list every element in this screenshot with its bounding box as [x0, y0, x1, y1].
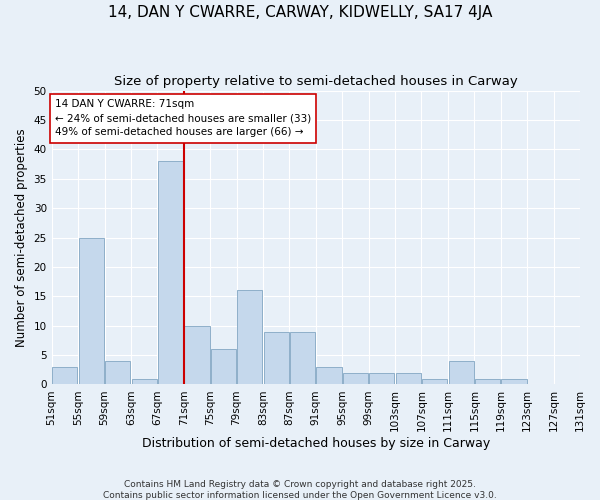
- Bar: [290, 332, 315, 384]
- Text: Contains HM Land Registry data © Crown copyright and database right 2025.
Contai: Contains HM Land Registry data © Crown c…: [103, 480, 497, 500]
- Title: Size of property relative to semi-detached houses in Carway: Size of property relative to semi-detach…: [114, 75, 518, 88]
- Bar: [158, 161, 183, 384]
- Text: 14 DAN Y CWARRE: 71sqm
← 24% of semi-detached houses are smaller (33)
49% of sem: 14 DAN Y CWARRE: 71sqm ← 24% of semi-det…: [55, 100, 311, 138]
- Bar: [237, 290, 262, 384]
- Bar: [184, 326, 209, 384]
- Text: 14, DAN Y CWARRE, CARWAY, KIDWELLY, SA17 4JA: 14, DAN Y CWARRE, CARWAY, KIDWELLY, SA17…: [108, 5, 492, 20]
- Bar: [422, 378, 447, 384]
- Bar: [396, 372, 421, 384]
- Bar: [316, 367, 341, 384]
- Bar: [502, 378, 527, 384]
- Y-axis label: Number of semi-detached properties: Number of semi-detached properties: [15, 128, 28, 347]
- Bar: [475, 378, 500, 384]
- Bar: [52, 367, 77, 384]
- Bar: [370, 372, 394, 384]
- Bar: [449, 361, 473, 384]
- X-axis label: Distribution of semi-detached houses by size in Carway: Distribution of semi-detached houses by …: [142, 437, 490, 450]
- Bar: [105, 361, 130, 384]
- Bar: [263, 332, 289, 384]
- Bar: [211, 349, 236, 384]
- Bar: [131, 378, 157, 384]
- Bar: [79, 238, 104, 384]
- Bar: [343, 372, 368, 384]
